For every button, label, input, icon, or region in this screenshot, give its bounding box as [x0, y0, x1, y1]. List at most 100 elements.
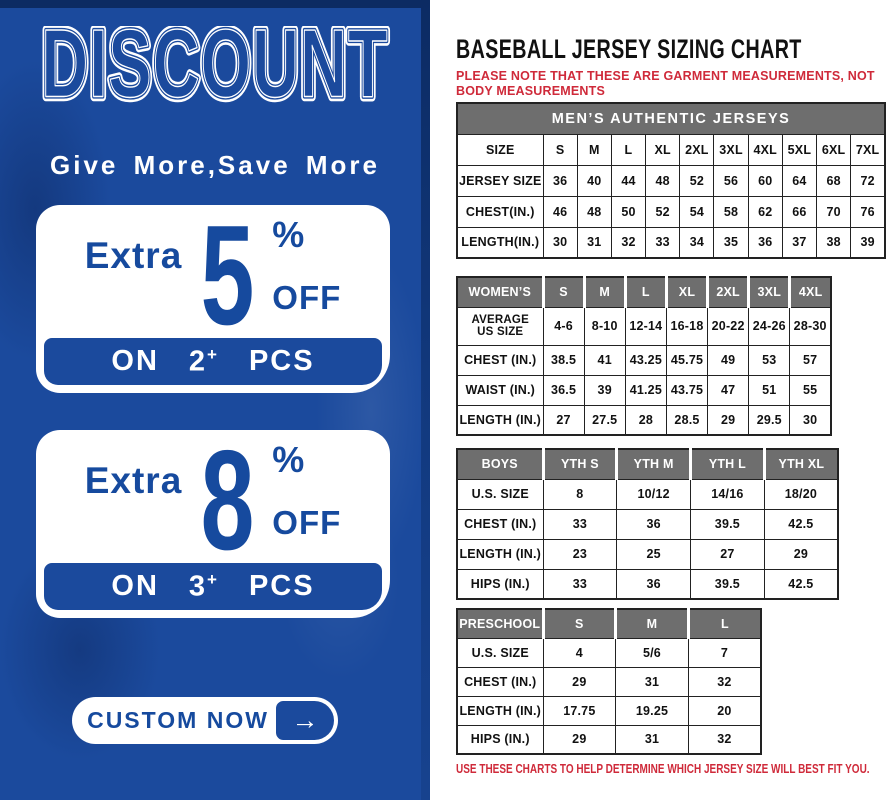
table-label: PRESCHOOL — [456, 608, 544, 639]
row-label: LENGTH (IN.) — [456, 538, 544, 570]
svg-text:DISCOUNT: DISCOUNT — [41, 26, 388, 112]
offer-card-8-percent: Extra 8 % OFF ON 3+ PCS — [36, 430, 390, 618]
value-cell: 39.5 — [690, 568, 765, 600]
value-cell: 51 — [748, 374, 791, 406]
offer-headline: Extra 5 % OFF — [36, 196, 390, 355]
value-cell: 25 — [616, 538, 691, 570]
row-label: U.S. SIZE — [456, 478, 544, 510]
row-label: WAIST (IN.) — [456, 374, 544, 406]
value-cell: 52 — [645, 195, 681, 228]
quantity-value: 2+ — [188, 344, 219, 378]
value-cell: 50 — [610, 195, 647, 228]
value-cell: 8 — [542, 478, 618, 510]
table-title: MEN’S AUTHENTIC JERSEYS — [456, 102, 886, 135]
value-cell: 70 — [815, 195, 852, 228]
value-cell: 47 — [707, 374, 750, 406]
percent-sign: % — [272, 214, 305, 255]
value-cell: 16-18 — [665, 306, 709, 346]
value-cell: 27 — [690, 538, 765, 570]
footer-note: USE THESE CHARTS TO HELP DETERMINE WHICH… — [456, 762, 870, 776]
size-col-header: XL — [645, 133, 681, 166]
on-label: ON — [111, 345, 159, 377]
value-cell: 24-26 — [748, 306, 791, 346]
size-col-header: M — [614, 608, 689, 639]
value-cell: 29 — [707, 404, 750, 436]
discount-title: DISCOUNT DISCOUNT DISCOUNT — [37, 26, 391, 112]
on-label: ON — [111, 570, 159, 602]
percent-value: 8 — [200, 421, 255, 580]
value-cell: 62 — [747, 195, 783, 228]
custom-now-label: CUSTOM NOW — [87, 707, 269, 733]
percent-value: 5 — [200, 196, 255, 355]
value-cell: 76 — [850, 195, 886, 228]
value-cell: 57 — [789, 344, 832, 376]
size-col-header: L — [623, 276, 667, 308]
tagline: Give More,Save More — [50, 150, 380, 180]
value-cell: 46 — [542, 195, 578, 228]
value-cell: 4 — [542, 637, 617, 668]
value-cell: 41.25 — [624, 374, 667, 406]
value-cell: 33 — [645, 226, 681, 259]
row-label: HIPS (IN.) — [456, 724, 544, 755]
row-label: JERSEY SIZE — [456, 164, 544, 197]
value-cell: 49 — [707, 344, 750, 376]
off-label: OFF — [272, 504, 342, 541]
row-label: CHEST (IN.) — [456, 508, 544, 540]
value-cell: 35 — [713, 226, 749, 259]
value-cell: 27 — [542, 404, 585, 436]
row-label: CHEST (IN.) — [456, 344, 544, 376]
value-cell: 30 — [789, 404, 832, 436]
size-col-header: L — [610, 133, 647, 166]
size-col-header: YTH L — [689, 448, 765, 480]
size-col-header: 6XL — [815, 133, 852, 166]
size-col-header: S — [542, 133, 578, 166]
value-cell: 29 — [763, 538, 839, 570]
value-cell: 56 — [713, 164, 749, 197]
size-col-header: YTH M — [615, 448, 691, 480]
value-cell: 39.5 — [690, 508, 765, 540]
extra-label: Extra — [84, 460, 183, 501]
row-label: CHEST(IN.) — [456, 195, 544, 228]
value-cell: 8-10 — [583, 306, 626, 346]
garment-note: PLEASE NOTE THAT THESE ARE GARMENT MEASU… — [456, 69, 875, 98]
offer-headline: Extra 8 % OFF — [36, 421, 390, 580]
svg-text:DISCOUNT: DISCOUNT — [41, 26, 388, 112]
size-col-header: S — [541, 608, 617, 639]
off-label: OFF — [272, 279, 342, 316]
row-label: HIPS (IN.) — [456, 568, 544, 600]
value-cell: 32 — [610, 226, 647, 259]
plus-sign: + — [207, 569, 219, 589]
size-col-header: XL — [664, 276, 709, 308]
preschool-table: PRESCHOOL S M L U.S. SIZE 4 5/6 7 CHEST (IN.) 29 3… — [456, 608, 762, 755]
value-cell: 5/6 — [615, 637, 689, 668]
value-cell: 20 — [687, 695, 762, 726]
offer-condition-band: ON 2+ PCS — [44, 338, 382, 385]
value-cell: 29 — [542, 666, 617, 697]
value-cell: 29 — [542, 724, 617, 755]
value-cell: 29.5 — [748, 404, 791, 436]
offer-card-5-percent: Extra 5 % OFF ON 2+ PCS — [36, 205, 390, 393]
value-cell: 66 — [781, 195, 818, 228]
value-cell: 20-22 — [707, 306, 750, 346]
value-cell: 7 — [687, 637, 762, 668]
pcs-label: PCS — [248, 570, 315, 602]
value-cell: 28.5 — [665, 404, 709, 436]
value-cell: 42.5 — [763, 568, 839, 600]
value-cell: 38.5 — [542, 344, 585, 376]
pcs-label: PCS — [248, 345, 315, 377]
size-col-header: 4XL — [788, 276, 832, 308]
value-cell: 43.25 — [624, 344, 667, 376]
value-cell: 43.75 — [665, 374, 709, 406]
offer-condition-band: ON 3+ PCS — [44, 563, 382, 610]
row-label: LENGTH (IN.) — [456, 404, 544, 436]
value-cell: 19.25 — [615, 695, 689, 726]
value-cell: 36 — [542, 164, 578, 197]
value-cell: 18/20 — [763, 478, 839, 510]
value-cell: 37 — [781, 226, 818, 259]
custom-now-button[interactable]: CUSTOM NOW → — [72, 697, 338, 744]
value-cell: 38 — [815, 226, 852, 259]
row-label: AVERAGE US SIZE — [456, 306, 544, 346]
value-cell: 17.75 — [542, 695, 617, 726]
value-cell: 41 — [583, 344, 626, 376]
value-cell: 28-30 — [789, 306, 832, 346]
